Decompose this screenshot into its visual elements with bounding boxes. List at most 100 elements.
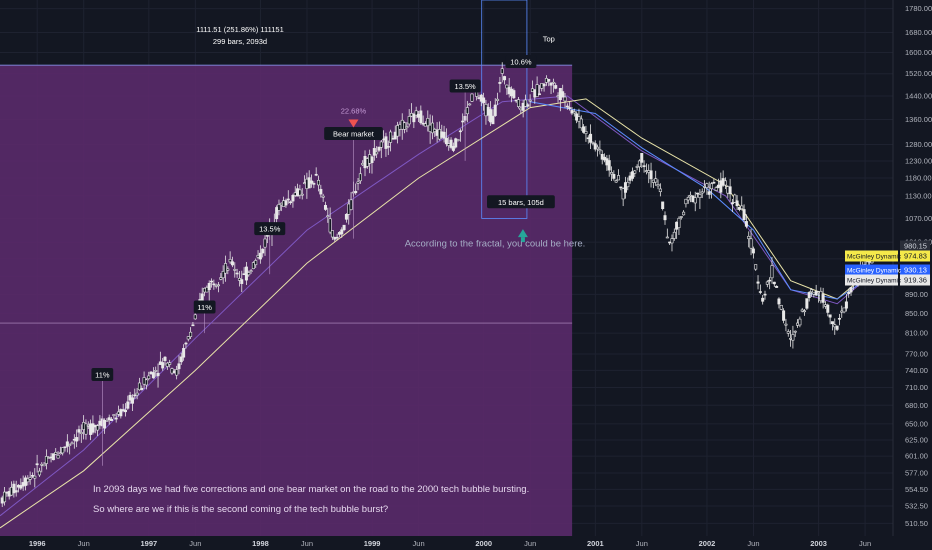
x-tick-label: Jun	[747, 539, 759, 548]
y-tick-label: 554.50	[905, 485, 928, 494]
candle-body	[154, 370, 158, 372]
y-tick-label: 810.00	[905, 329, 928, 338]
annotation-label: 13.5%	[454, 82, 476, 91]
y-tick-label: 601.00	[905, 452, 928, 461]
candle-body	[354, 190, 358, 194]
y-tick-label: 625.00	[905, 436, 928, 445]
candle-body	[849, 287, 853, 293]
candle-body	[786, 331, 790, 334]
x-tick-label: Jun	[413, 539, 425, 548]
candle-body	[228, 259, 232, 263]
annotation-box	[537, 31, 560, 45]
candle-body	[210, 280, 214, 283]
candle-body	[219, 277, 223, 280]
candle-body	[144, 379, 148, 386]
candle-body	[775, 285, 779, 288]
candle-body	[758, 291, 762, 293]
candle-body	[84, 423, 88, 435]
candle-body	[217, 284, 221, 287]
candle-body	[386, 146, 390, 148]
candle-body	[75, 437, 79, 442]
candle-body	[740, 205, 744, 210]
candle-body	[444, 137, 448, 145]
candle-body	[579, 118, 583, 129]
y-tick-label: 1520.00	[905, 69, 932, 78]
y-tick-label: 740.00	[905, 366, 928, 375]
candle-body	[712, 181, 716, 184]
candle-body	[763, 293, 767, 296]
candle-body	[200, 293, 204, 301]
summary-note-1: In 2093 days we had five corrections and…	[93, 484, 529, 495]
candle-body	[233, 269, 237, 271]
candle-body	[770, 265, 774, 279]
candle-body	[182, 348, 186, 358]
annotation-label: Bear market	[333, 129, 375, 138]
candle-body	[403, 122, 407, 130]
candle-body	[265, 235, 269, 237]
candle-body	[193, 314, 197, 320]
x-tick-label: 1997	[140, 539, 157, 548]
candle-body	[765, 281, 769, 285]
candle-body	[135, 392, 139, 396]
candle-body	[263, 238, 267, 248]
x-tick-label: 1999	[364, 539, 381, 548]
candle-body	[379, 141, 383, 148]
annotation-label: 10.6%	[510, 57, 532, 66]
candle-body	[79, 432, 83, 435]
y-tick-label: 1360.00	[905, 115, 932, 124]
candle-body	[730, 202, 734, 205]
summary-note-2: So where are we if this is the second co…	[93, 504, 388, 515]
fractal-overlay: 1111.51 (251.86%) 111151 299 bars, 2093d	[0, 0, 573, 536]
candle-body	[779, 305, 783, 310]
price-label-box	[900, 274, 930, 286]
y-tick-label: 890.00	[905, 290, 928, 299]
y-tick-label: 577.00	[905, 468, 928, 477]
candle-body	[42, 463, 46, 467]
candle-body	[103, 419, 107, 429]
annotation-box	[487, 195, 555, 209]
candle-body	[633, 170, 637, 174]
candle-body	[156, 372, 160, 377]
candle-body	[275, 207, 279, 220]
candle-body	[284, 200, 288, 206]
y-tick-label: 770.00	[905, 350, 928, 359]
annotation-box	[254, 222, 286, 236]
candle-body	[430, 122, 434, 134]
candle-body	[161, 362, 165, 369]
x-tick-label: 2000	[475, 539, 492, 548]
candle-body	[649, 170, 653, 180]
x-axis-panel[interactable]	[0, 536, 932, 550]
candle-body	[35, 463, 39, 466]
candle-body	[621, 188, 625, 200]
candle-body	[526, 104, 530, 107]
candle-body	[140, 387, 144, 391]
indicator-label-name: McGinley Dynamic	[847, 268, 902, 275]
candle-body	[798, 318, 802, 326]
candle-body	[310, 180, 314, 184]
candle-body	[107, 417, 111, 421]
candle-body	[454, 138, 458, 148]
candle-body	[528, 99, 532, 102]
candle-body	[461, 120, 465, 123]
candle-body	[572, 111, 576, 114]
candle-body	[623, 182, 627, 193]
candle-body	[696, 192, 700, 195]
y-tick-label: 1230.00	[905, 156, 932, 165]
candle-body	[258, 252, 262, 260]
moving-average-line	[530, 101, 875, 300]
candle-body	[356, 181, 360, 184]
indicator-label-box	[845, 264, 898, 276]
candle-body	[600, 154, 604, 160]
candle-body	[670, 238, 674, 244]
candle-body	[370, 156, 374, 163]
candle-body	[710, 183, 714, 190]
candle-body	[405, 126, 409, 129]
y-tick-label: 1600.00	[905, 48, 932, 57]
candle-body	[663, 215, 667, 221]
y-tick-label: 1780.00	[905, 4, 932, 13]
candle-body	[498, 82, 502, 84]
indicator-label-name: McGinley Dynamic	[847, 278, 902, 285]
candle-body	[707, 191, 711, 195]
candle-body	[289, 201, 293, 204]
